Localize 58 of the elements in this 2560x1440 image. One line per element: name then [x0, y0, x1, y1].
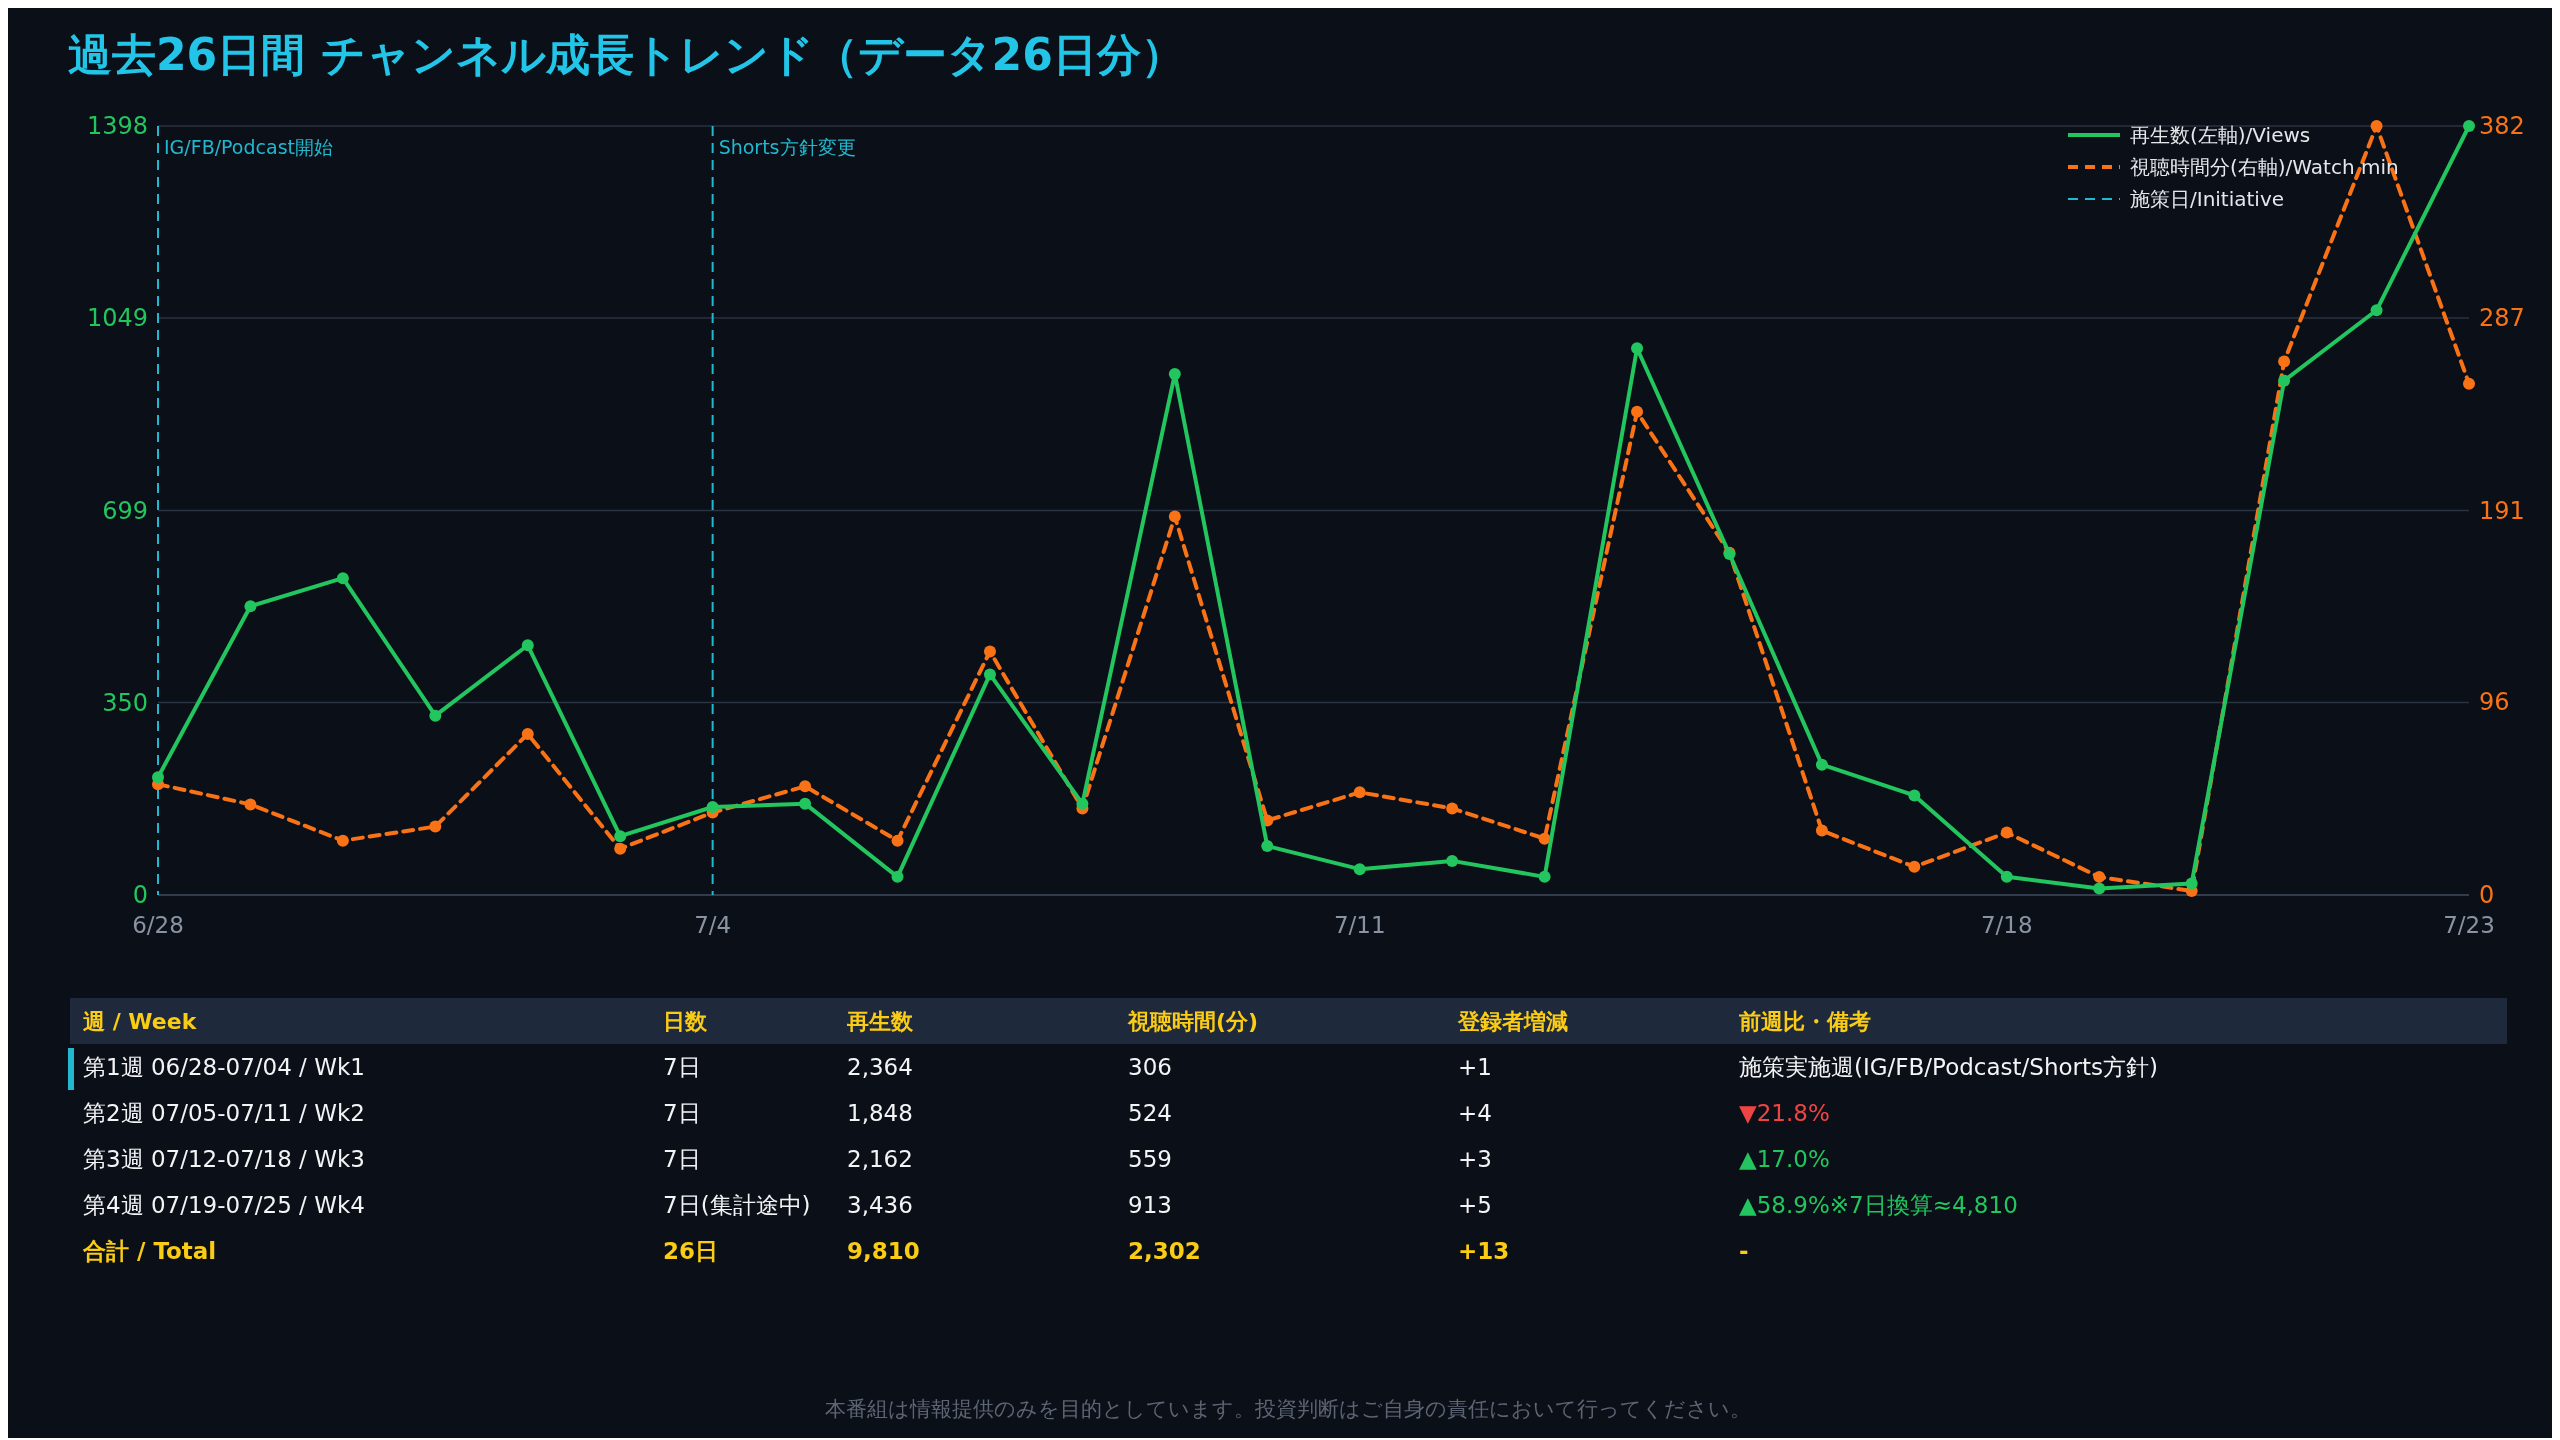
- text: 第4週 07/19-07/25 / Wk4: [83, 1192, 365, 1219]
- text: 2,364: [847, 1054, 913, 1081]
- x-tick-label: 7/11: [1333, 912, 1386, 938]
- text: +1: [1458, 1054, 1492, 1081]
- text: 26日: [663, 1238, 719, 1265]
- text: 2,162: [847, 1146, 913, 1173]
- legend-label: 再生数(左軸)/Views: [2130, 123, 2311, 147]
- text: +4: [1458, 1100, 1492, 1127]
- text: 306: [1128, 1054, 1172, 1081]
- text: 7日: [663, 1100, 701, 1127]
- text: ▲17.0%: [1739, 1146, 1830, 1173]
- ref-line-label: Shorts方針変更: [718, 136, 856, 158]
- y2-tick-label: 191: [2479, 496, 2525, 525]
- text: 施策実施週(IG/FB/Podcast/Shorts方針): [1739, 1054, 2158, 1081]
- category-label: 登録者増減: [1457, 1008, 1568, 1034]
- x-tick-label: 7/23: [2443, 912, 2495, 938]
- y2-tick-label: 0: [2479, 881, 2495, 910]
- text: 第2週 07/05-07/11 / Wk2: [83, 1100, 365, 1127]
- text: 3,436: [847, 1192, 913, 1219]
- category-label: 再生数: [846, 1008, 914, 1034]
- text: 7日: [663, 1054, 701, 1081]
- y-tick-label: 1049: [86, 304, 148, 333]
- x-tick-label: 7/18: [1980, 912, 2033, 938]
- text: 524: [1128, 1100, 1172, 1127]
- text: 1,848: [847, 1100, 913, 1127]
- text: +3: [1458, 1146, 1492, 1173]
- y-tick-label: 0: [132, 881, 148, 910]
- text: 2,302: [1128, 1238, 1201, 1265]
- annotation: 施策日/Initiative: [2130, 187, 2285, 211]
- y-tick-label: 699: [102, 496, 148, 525]
- text: 7日(集計途中): [663, 1192, 811, 1219]
- text: +13: [1458, 1238, 1510, 1265]
- y-tick-label: 1398: [86, 112, 148, 141]
- y2-tick-label: 287: [2479, 303, 2525, 332]
- chart-title: 過去26日間 チャンネル成長トレンド（データ26日分）: [68, 29, 1185, 80]
- text: 7日: [663, 1146, 701, 1173]
- category-label: 前週比・備考: [1738, 1008, 1871, 1034]
- category-label: 視聴時間(分): [1127, 1008, 1259, 1034]
- y2-tick-label: 382: [2479, 112, 2525, 141]
- text: ▼21.8%: [1739, 1100, 1830, 1127]
- text: +5: [1458, 1192, 1492, 1219]
- text: -: [1739, 1238, 1749, 1265]
- x-tick-label: 7/4: [694, 912, 732, 938]
- text: 9,810: [847, 1238, 920, 1265]
- y2-tick-label: 96: [2479, 688, 2510, 717]
- ref-line-label: IG/FB/Podcast開始: [164, 136, 333, 158]
- text: ▲58.9%※7日換算≈4,810: [1739, 1192, 2018, 1219]
- text: 913: [1128, 1192, 1172, 1219]
- text: 合計 / Total: [82, 1238, 217, 1265]
- x-tick-label: 6/28: [132, 912, 184, 938]
- text: 第3週 07/12-07/18 / Wk3: [83, 1146, 365, 1173]
- text: 第1週 06/28-07/04 / Wk1: [83, 1054, 365, 1081]
- legend-label: 視聴時間分(右軸)/Watch min: [2130, 155, 2399, 179]
- category-label: 週 / Week: [83, 1008, 198, 1034]
- y-tick-label: 350: [102, 688, 148, 717]
- category-label: 日数: [663, 1008, 708, 1034]
- text: 559: [1128, 1146, 1172, 1173]
- text: 本番組は情報提供のみを目的としています。投資判断はご自身の責任において行ってください。: [825, 1397, 1751, 1421]
